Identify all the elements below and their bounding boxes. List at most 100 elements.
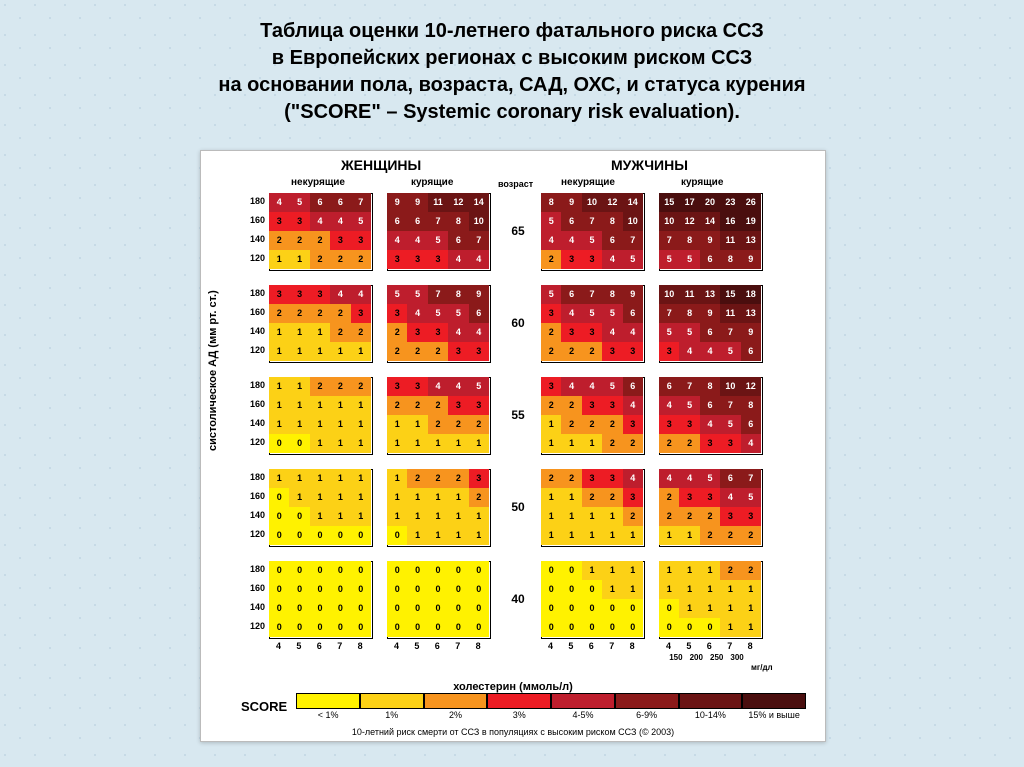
risk-cell: 2 <box>679 507 699 526</box>
legend-title: SCORE <box>241 699 287 714</box>
risk-cell: 0 <box>310 618 330 637</box>
risk-cell: 4 <box>541 231 561 250</box>
risk-cell: 1 <box>659 526 679 545</box>
risk-cell: 0 <box>659 599 679 618</box>
risk-cell: 1 <box>623 526 643 545</box>
sbp-row-label: 160 <box>243 307 265 317</box>
risk-cell: 0 <box>269 618 289 637</box>
risk-cell: 1 <box>428 488 448 507</box>
risk-cell: 7 <box>428 212 448 231</box>
risk-cell: 3 <box>407 377 427 396</box>
risk-cell: 4 <box>602 323 622 342</box>
risk-cell: 1 <box>269 396 289 415</box>
risk-cell: 1 <box>448 507 468 526</box>
risk-cell: 4 <box>679 342 699 361</box>
risk-cell: 2 <box>561 396 581 415</box>
risk-cell: 1 <box>289 396 309 415</box>
risk-cell: 1 <box>407 434 427 453</box>
risk-cell: 12 <box>679 212 699 231</box>
risk-cell: 0 <box>407 561 427 580</box>
risk-cell: 9 <box>700 231 720 250</box>
risk-cell: 3 <box>407 250 427 269</box>
risk-cell: 3 <box>623 488 643 507</box>
risk-cell: 3 <box>720 507 740 526</box>
risk-cell: 0 <box>448 561 468 580</box>
risk-cell: 3 <box>659 415 679 434</box>
risk-cell: 3 <box>602 396 622 415</box>
risk-cell: 4 <box>659 396 679 415</box>
chol-col-label: 6 <box>589 641 594 651</box>
risk-cell: 13 <box>700 285 720 304</box>
risk-cell: 3 <box>602 342 622 361</box>
risk-cell: 1 <box>469 526 489 545</box>
risk-cell: 8 <box>448 212 468 231</box>
risk-cell: 0 <box>330 580 350 599</box>
risk-cell: 3 <box>582 469 602 488</box>
risk-cell: 4 <box>448 323 468 342</box>
risk-cell: 0 <box>582 580 602 599</box>
risk-cell: 14 <box>700 212 720 231</box>
risk-cell: 0 <box>310 599 330 618</box>
chol-col-label: 8 <box>748 641 753 651</box>
risk-cell: 0 <box>428 561 448 580</box>
risk-cell: 2 <box>623 434 643 453</box>
sbp-row-label: 140 <box>243 510 265 520</box>
risk-cell: 3 <box>720 434 740 453</box>
risk-cell: 0 <box>289 434 309 453</box>
risk-cell: 1 <box>602 580 622 599</box>
risk-cell: 6 <box>602 231 622 250</box>
risk-cell: 2 <box>448 469 468 488</box>
risk-cell: 7 <box>741 469 761 488</box>
sbp-row-label: 160 <box>243 215 265 225</box>
risk-cell: 1 <box>289 250 309 269</box>
risk-cell: 3 <box>469 396 489 415</box>
sbp-row-label: 160 <box>243 491 265 501</box>
risk-cell: 9 <box>623 285 643 304</box>
risk-cell: 1 <box>351 434 371 453</box>
risk-cell: 1 <box>351 415 371 434</box>
risk-cell: 5 <box>679 250 699 269</box>
risk-cell: 0 <box>407 618 427 637</box>
risk-cell: 0 <box>351 561 371 580</box>
risk-cell: 7 <box>679 377 699 396</box>
risk-cell: 14 <box>623 193 643 212</box>
risk-cell: 5 <box>428 304 448 323</box>
legend-item: < 1% <box>297 693 359 720</box>
risk-cell: 4 <box>561 304 581 323</box>
risk-cell: 5 <box>679 323 699 342</box>
risk-cell: 1 <box>700 561 720 580</box>
risk-cell: 1 <box>387 488 407 507</box>
risk-cell: 6 <box>561 212 581 231</box>
risk-cell: 5 <box>407 285 427 304</box>
age-label: 40 <box>503 592 533 606</box>
risk-cell: 0 <box>582 599 602 618</box>
risk-cell: 1 <box>269 469 289 488</box>
risk-cell: 1 <box>720 599 740 618</box>
risk-cell: 3 <box>469 342 489 361</box>
risk-cell: 1 <box>469 507 489 526</box>
risk-cell: 1 <box>310 469 330 488</box>
risk-cell: 1 <box>330 488 350 507</box>
risk-cell: 13 <box>741 231 761 250</box>
risk-cell: 4 <box>469 250 489 269</box>
risk-cell: 1 <box>561 488 581 507</box>
risk-cell: 5 <box>602 304 622 323</box>
risk-cell: 1 <box>720 618 740 637</box>
risk-cell: 1 <box>330 469 350 488</box>
risk-cell: 2 <box>623 507 643 526</box>
legend-item: 15% и выше <box>743 693 805 720</box>
mgdl-unit: мг/дл <box>751 663 773 672</box>
chol-col-label: 8 <box>630 641 635 651</box>
risk-cell: 1 <box>582 507 602 526</box>
risk-cell: 3 <box>428 250 448 269</box>
risk-cell: 0 <box>351 526 371 545</box>
risk-cell: 6 <box>720 469 740 488</box>
risk-cell: 1 <box>541 488 561 507</box>
chol-col-label: 4 <box>276 641 281 651</box>
chol-col-label: 6 <box>317 641 322 651</box>
title-line-4: ("SCORE" – Systemic coronary risk evalua… <box>0 99 1024 126</box>
risk-cell: 1 <box>387 507 407 526</box>
risk-cell: 1 <box>582 526 602 545</box>
risk-cell: 8 <box>448 285 468 304</box>
risk-cell: 0 <box>351 618 371 637</box>
